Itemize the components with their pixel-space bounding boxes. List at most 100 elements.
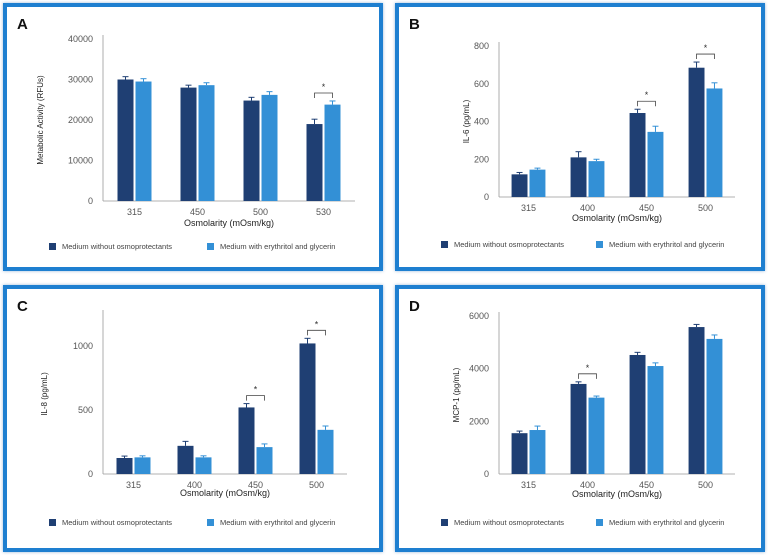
- bar-without-osmoprotectants: [116, 458, 133, 474]
- bar-without-osmoprotectants: [511, 174, 528, 197]
- x-tick-label: 500: [698, 480, 713, 490]
- x-tick-label: 400: [187, 480, 202, 490]
- y-tick-label: 40000: [68, 34, 93, 44]
- significance-bracket: [578, 373, 597, 379]
- y-tick-label: 30000: [68, 75, 93, 85]
- y-tick-label: 400: [474, 117, 489, 127]
- legend-label: Medium with erythritol and glycerin: [609, 518, 724, 527]
- chart-panel-c: C 0 500 1000 IL-8 (pg/mL) 315 400 450 500 * * Osmol…: [3, 285, 383, 552]
- legend-label: Medium with erythritol and glycerin: [609, 240, 724, 249]
- y-axis-label: IL-8 (pg/mL): [40, 372, 49, 416]
- y-tick-label: 1000: [73, 341, 93, 351]
- x-tick-label: 400: [580, 480, 595, 490]
- x-tick-label: 450: [639, 203, 654, 213]
- bar-with-osmoprotectants: [706, 88, 723, 197]
- significance-bracket: [246, 395, 265, 401]
- significance-marker: *: [645, 90, 649, 100]
- y-tick-label: 2000: [469, 416, 489, 426]
- panel-letter: D: [409, 298, 420, 315]
- bar-with-osmoprotectants: [198, 85, 215, 201]
- panel-letter: B: [409, 16, 420, 33]
- bar-without-osmoprotectants: [688, 327, 705, 474]
- legend-label: Medium without osmoprotectants: [454, 518, 564, 527]
- legend-swatch: [49, 243, 56, 250]
- bar-with-osmoprotectants: [529, 169, 546, 197]
- bar-without-osmoprotectants: [570, 157, 587, 197]
- bar-with-osmoprotectants: [647, 366, 664, 474]
- legend-swatch: [441, 241, 448, 248]
- bar-without-osmoprotectants: [688, 67, 705, 197]
- panel-letter: A: [17, 16, 28, 33]
- y-tick-label: 0: [484, 192, 489, 202]
- y-tick-label: 200: [474, 154, 489, 164]
- x-tick-label: 315: [126, 480, 141, 490]
- x-tick-label: 450: [190, 207, 205, 217]
- x-axis-label: Osmolarity (mOsm/kg): [572, 489, 662, 499]
- bar-without-osmoprotectants: [511, 433, 528, 474]
- y-tick-label: 0: [88, 469, 93, 479]
- y-axis-label: IL-6 (pg/mL): [462, 99, 471, 143]
- x-tick-label: 500: [698, 203, 713, 213]
- bar-with-osmoprotectants: [195, 457, 212, 474]
- significance-bracket: [696, 53, 715, 60]
- x-axis-label: Osmolarity (mOsm/kg): [180, 488, 270, 498]
- bar-with-osmoprotectants: [588, 161, 605, 197]
- x-tick-label: 450: [248, 480, 263, 490]
- y-tick-label: 10000: [68, 156, 93, 166]
- x-tick-label: 500: [309, 480, 324, 490]
- legend-swatch: [207, 519, 214, 526]
- bar-with-osmoprotectants: [317, 429, 334, 474]
- legend-swatch: [441, 519, 448, 526]
- chart-a: A 0 10000 20000 30000 40000 Metabolic Activity…: [17, 16, 355, 251]
- bar-with-osmoprotectants: [706, 338, 723, 474]
- bar-with-osmoprotectants: [134, 457, 151, 474]
- chart-c: C 0 500 1000 IL-8 (pg/mL) 315 400 450 500 * * Osmol…: [17, 298, 347, 527]
- significance-marker: *: [322, 82, 326, 92]
- significance-marker: *: [315, 319, 319, 329]
- y-tick-label: 0: [484, 469, 489, 479]
- chart-panel-a: A 0 10000 20000 30000 40000 Metabolic Activity…: [3, 3, 383, 271]
- bar-with-osmoprotectants: [529, 430, 546, 474]
- x-tick-label: 530: [316, 207, 331, 217]
- bar-without-osmoprotectants: [117, 79, 134, 201]
- bar-with-osmoprotectants: [647, 131, 664, 197]
- legend-label: Medium with erythritol and glycerin: [220, 242, 335, 251]
- significance-bracket: [637, 100, 656, 107]
- legend-label: Medium without osmoprotectants: [62, 518, 172, 527]
- chart-d: D 0 2000 4000 6000 MCP-1 (pg/mL) 315 400 450 500 *…: [409, 298, 735, 527]
- x-axis-label: Osmolarity (mOsm/kg): [572, 213, 662, 223]
- bar-without-osmoprotectants: [306, 124, 323, 201]
- y-tick-label: 6000: [469, 311, 489, 321]
- bar-without-osmoprotectants: [180, 87, 197, 201]
- legend-label: Medium with erythritol and glycerin: [220, 518, 335, 527]
- legend-label: Medium without osmoprotectants: [62, 242, 172, 251]
- significance-marker: *: [254, 385, 258, 395]
- bar-without-osmoprotectants: [238, 407, 255, 474]
- bar-with-osmoprotectants: [324, 104, 341, 201]
- bar-without-osmoprotectants: [299, 343, 316, 474]
- bar-without-osmoprotectants: [243, 100, 260, 201]
- y-tick-label: 0: [88, 196, 93, 206]
- significance-bracket: [314, 92, 333, 98]
- bar-with-osmoprotectants: [588, 397, 605, 474]
- legend-swatch: [49, 519, 56, 526]
- bar-with-osmoprotectants: [256, 447, 273, 474]
- significance-marker: *: [586, 363, 590, 373]
- bar-without-osmoprotectants: [629, 113, 646, 197]
- legend-swatch: [596, 519, 603, 526]
- y-axis-label: MCP-1 (pg/mL): [452, 367, 461, 422]
- x-tick-label: 450: [639, 480, 654, 490]
- x-axis-label: Osmolarity (mOsm/kg): [184, 218, 274, 228]
- bar-with-osmoprotectants: [135, 81, 152, 201]
- legend-swatch: [207, 243, 214, 250]
- y-tick-label: 600: [474, 79, 489, 89]
- y-tick-label: 500: [78, 405, 93, 415]
- panel-letter: C: [17, 298, 28, 315]
- x-tick-label: 400: [580, 203, 595, 213]
- chart-panel-d: D 0 2000 4000 6000 MCP-1 (pg/mL) 315 400 450 500 *…: [395, 285, 765, 552]
- significance-marker: *: [704, 43, 708, 53]
- y-axis-label: Metabolic Activity (RFUs): [36, 75, 45, 165]
- y-tick-label: 800: [474, 41, 489, 51]
- bar-without-osmoprotectants: [177, 445, 194, 474]
- x-tick-label: 315: [127, 207, 142, 217]
